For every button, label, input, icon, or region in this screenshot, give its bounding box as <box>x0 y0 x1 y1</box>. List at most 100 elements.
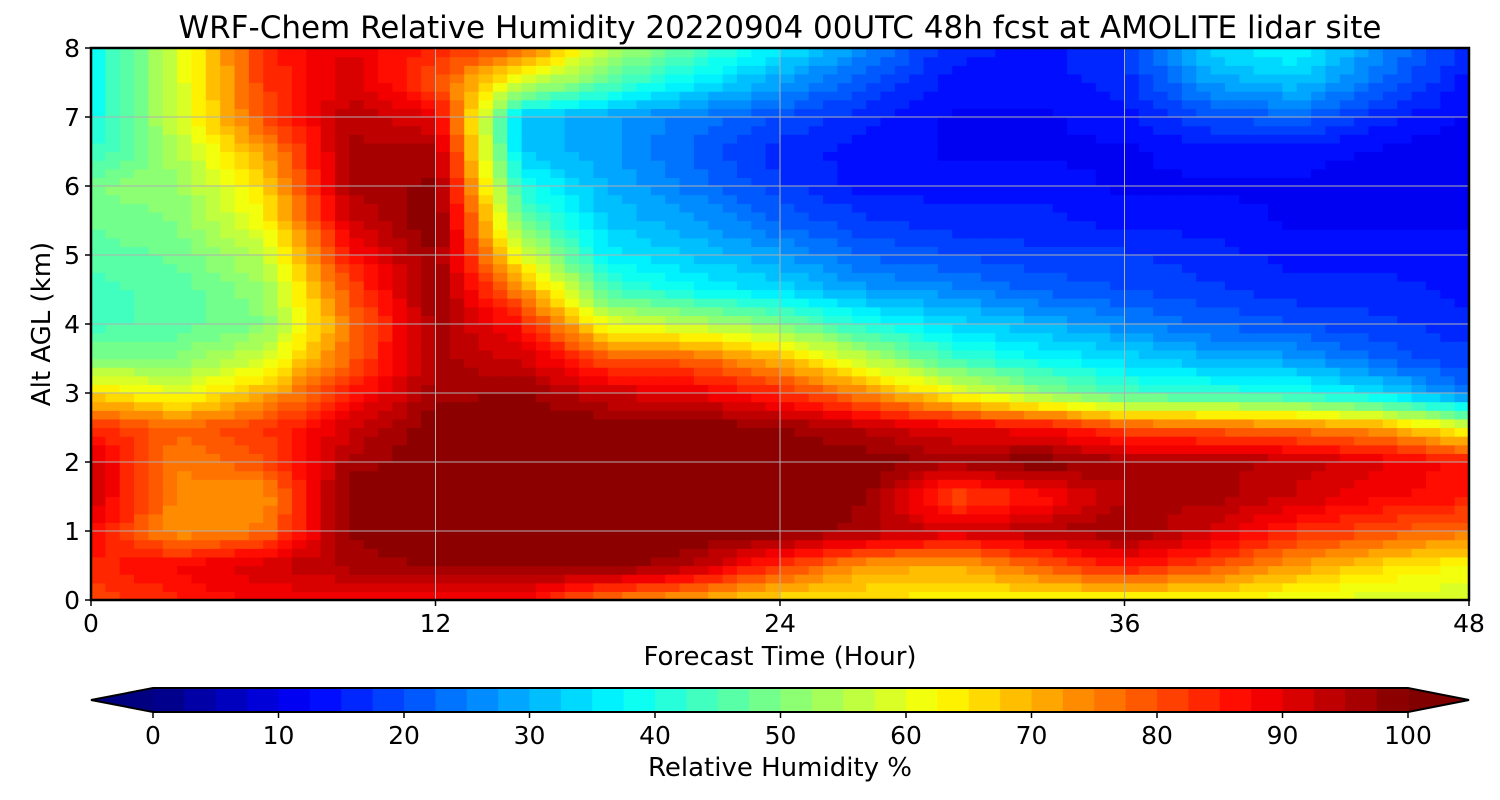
heatmap-cell <box>1268 436 1283 446</box>
heatmap-cell <box>335 505 350 515</box>
heatmap-cell <box>205 306 221 316</box>
heatmap-cell <box>306 315 322 325</box>
heatmap-cell <box>894 298 910 308</box>
heatmap-cell <box>1052 410 1068 420</box>
heatmap-cell <box>449 418 465 429</box>
heatmap-cell <box>894 522 910 532</box>
heatmap-cell <box>995 401 1011 411</box>
heatmap-cell <box>823 410 839 420</box>
heatmap-cell <box>894 194 910 204</box>
heatmap-cell <box>1397 151 1413 161</box>
heatmap-cell <box>636 401 652 411</box>
heatmap-cell <box>1296 289 1312 299</box>
heatmap-cell <box>1181 427 1197 437</box>
heatmap-cell <box>880 280 896 291</box>
heatmap-cell <box>1110 367 1126 377</box>
heatmap-cell <box>593 427 609 437</box>
heatmap-cell <box>320 582 336 592</box>
heatmap-cell <box>435 470 451 480</box>
heatmap-cell <box>751 306 767 316</box>
heatmap-cell <box>579 324 594 334</box>
heatmap-cell <box>1411 548 1427 558</box>
heatmap-cell <box>952 246 968 256</box>
heatmap-cell <box>134 384 150 394</box>
heatmap-cell <box>823 229 839 239</box>
heatmap-cell <box>421 574 437 584</box>
heatmap-cell <box>607 367 623 377</box>
heatmap-cell <box>105 280 121 291</box>
heatmap-cell <box>1239 168 1255 178</box>
heatmap-cell <box>177 479 193 489</box>
heatmap-cell <box>665 453 681 463</box>
heatmap-cell <box>449 582 465 592</box>
heatmap-cell <box>406 315 422 325</box>
heatmap-cell <box>378 444 394 454</box>
heatmap-cell <box>894 462 910 472</box>
chart-title: WRF-Chem Relative Humidity 20220904 00UT… <box>178 10 1381 46</box>
heatmap-cell <box>980 186 996 196</box>
heatmap-cell <box>1440 220 1456 230</box>
heatmap-cell <box>119 341 135 351</box>
heatmap-cell <box>1454 582 1469 592</box>
heatmap-cell <box>751 324 767 334</box>
heatmap-cell <box>1382 367 1398 377</box>
heatmap-cell <box>392 324 408 334</box>
heatmap-cell <box>521 496 537 506</box>
heatmap-cell <box>435 324 451 334</box>
heatmap-cell <box>1081 513 1097 523</box>
heatmap-cell <box>1067 194 1083 204</box>
heatmap-cell <box>105 151 121 161</box>
heatmap-cell <box>1024 513 1039 523</box>
heatmap-cell <box>966 496 982 506</box>
heatmap-cell <box>1095 418 1111 429</box>
heatmap-cell <box>794 263 810 273</box>
heatmap-cell <box>1138 186 1154 196</box>
heatmap-cell <box>134 556 150 567</box>
heatmap-cell <box>1110 565 1126 575</box>
heatmap-cell <box>1067 298 1083 308</box>
heatmap-cell <box>421 306 437 316</box>
heatmap-cell <box>1110 444 1126 454</box>
heatmap-cell <box>966 591 982 600</box>
heatmap-cell <box>794 410 810 420</box>
heatmap-cell <box>679 272 695 282</box>
heatmap-cell <box>1024 151 1039 161</box>
heatmap-cell <box>636 462 652 472</box>
heatmap-cell <box>134 539 150 549</box>
heatmap-cell <box>1239 513 1255 523</box>
heatmap-cell <box>320 229 336 239</box>
heatmap-cell <box>708 332 724 342</box>
heatmap-cell <box>162 574 178 584</box>
heatmap-cell <box>708 151 724 161</box>
heatmap-cell <box>1296 470 1312 480</box>
heatmap-cell <box>1282 168 1298 178</box>
heatmap-cell <box>1067 470 1083 480</box>
heatmap-cell <box>1382 487 1398 498</box>
heatmap-cell <box>335 229 350 239</box>
heatmap-cell <box>306 358 322 368</box>
heatmap-cell <box>363 211 379 222</box>
heatmap-cell <box>464 349 480 360</box>
heatmap-cell <box>119 151 135 161</box>
heatmap-cell <box>1196 237 1212 247</box>
heatmap-cell <box>105 349 121 360</box>
heatmap-cell <box>808 151 824 161</box>
heatmap-cell <box>607 246 623 256</box>
heatmap-cell <box>1110 186 1126 196</box>
heatmap-cell <box>205 496 221 506</box>
heatmap-cell <box>966 324 982 334</box>
heatmap-cell <box>1425 470 1441 480</box>
heatmap-cell <box>306 393 322 403</box>
heatmap-cell <box>880 522 896 532</box>
heatmap-cell <box>966 168 982 178</box>
heatmap-cell <box>1397 393 1413 403</box>
heatmap-cell <box>277 556 293 567</box>
heatmap-cell <box>277 168 293 178</box>
heatmap-cell <box>1325 186 1341 196</box>
heatmap-cell <box>636 349 652 360</box>
heatmap-cell <box>320 263 336 273</box>
heatmap-cell <box>1311 427 1327 437</box>
heatmap-cell <box>1153 263 1169 273</box>
heatmap-cell <box>923 341 939 351</box>
heatmap-cell <box>148 246 164 256</box>
